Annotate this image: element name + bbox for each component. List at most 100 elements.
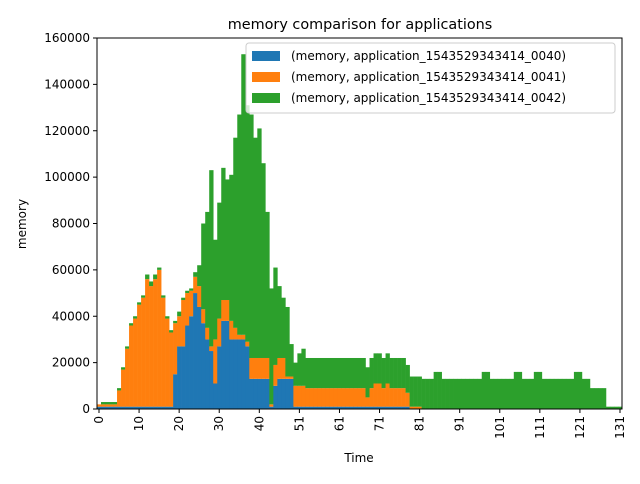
- bar-segment: [457, 378, 462, 409]
- x-tick-label: 121: [573, 416, 587, 439]
- bar-segment: [481, 371, 487, 409]
- bar-segment: [377, 406, 382, 409]
- bar-segment: [461, 378, 467, 409]
- bar-segment: [541, 378, 547, 409]
- bar-segment: [501, 378, 507, 409]
- bar-segment: [397, 406, 402, 409]
- bar-segment: [225, 300, 230, 321]
- bar-segment: [121, 406, 126, 409]
- bar-segment: [245, 105, 250, 342]
- bar-segment: [341, 388, 346, 407]
- bar-segment: [305, 406, 310, 409]
- bar-segment: [493, 378, 499, 409]
- bar-segment: [109, 406, 114, 409]
- plot-frame: [96, 37, 623, 410]
- bar-segment: [337, 388, 342, 407]
- bar-segment: [233, 137, 238, 328]
- bar-segment: [185, 325, 190, 409]
- bar-segment: [589, 388, 595, 409]
- bar-segment: [253, 378, 258, 409]
- bar-segment: [393, 406, 398, 409]
- bar-segment: [413, 406, 418, 409]
- bar-segment: [277, 286, 282, 358]
- bar-segment: [293, 362, 298, 386]
- bar-segment: [289, 376, 294, 379]
- bar-segment: [197, 265, 202, 287]
- bar-segment: [293, 385, 298, 407]
- bar-segment: [321, 388, 326, 407]
- bar-segment: [257, 378, 262, 409]
- x-tick-label: 101: [493, 416, 507, 439]
- bar-segment: [569, 378, 575, 409]
- bar-segment: [101, 406, 106, 409]
- bar-segment: [537, 371, 543, 409]
- bar-segment: [145, 406, 150, 409]
- bar-segment: [329, 406, 334, 409]
- bar-segment: [117, 388, 122, 391]
- bar-segment: [257, 128, 262, 358]
- bar-segment: [361, 406, 366, 409]
- x-tick-label: 51: [292, 416, 306, 431]
- bar-segment: [553, 378, 559, 409]
- bar-segment: [573, 371, 579, 409]
- bar-segment: [193, 293, 198, 409]
- bar-segment: [417, 406, 422, 409]
- bar-segment: [445, 378, 450, 409]
- bar-segment: [213, 239, 218, 340]
- x-tick-label: 30: [212, 416, 226, 431]
- bar-segment: [125, 346, 130, 349]
- bar-segment: [513, 371, 519, 409]
- bar-segment: [241, 334, 246, 340]
- bar-segment: [181, 346, 186, 409]
- bar-segment: [245, 346, 250, 409]
- x-tick-label: 40: [252, 416, 266, 431]
- bar-segment: [197, 286, 202, 307]
- legend-swatch: [252, 51, 280, 61]
- x-tick-label: 91: [453, 416, 467, 431]
- bar-segment: [313, 357, 318, 389]
- bar-segment: [129, 406, 134, 409]
- bar-segment: [217, 346, 222, 409]
- bar-segment: [133, 406, 138, 409]
- bar-segment: [405, 406, 410, 409]
- bar-segment: [285, 378, 290, 409]
- bar-segment: [129, 325, 134, 407]
- bar-segment: [101, 404, 106, 407]
- bar-segment: [265, 211, 270, 358]
- legend-label: (memory, application_1543529343414_0041): [291, 70, 566, 84]
- bar-segment: [277, 357, 282, 379]
- bar-segment: [205, 327, 210, 340]
- bar-segment: [233, 327, 238, 340]
- bar-segment: [469, 378, 475, 409]
- bar-segment: [353, 388, 358, 407]
- bar-segment: [197, 306, 202, 409]
- bar-segment: [141, 297, 146, 407]
- bar-segment: [465, 378, 471, 409]
- bar-segment: [137, 406, 142, 409]
- bar-segment: [193, 272, 198, 277]
- y-axis-label: memory: [15, 199, 29, 249]
- bar-segment: [581, 378, 587, 409]
- bar-segment: [297, 385, 302, 407]
- x-tick-label: 131: [613, 416, 627, 439]
- legend-swatch: [252, 93, 280, 103]
- bar-segment: [369, 357, 374, 389]
- legend-label: (memory, application_1543529343414_0040): [291, 49, 566, 63]
- bar-segment: [225, 320, 230, 409]
- bar-segment: [285, 376, 290, 379]
- bar-segment: [161, 295, 166, 298]
- bar-segment: [237, 114, 242, 335]
- bar-segment: [437, 371, 442, 409]
- bar-segment: [333, 388, 338, 407]
- y-tick-label: 160000: [44, 31, 90, 45]
- bar-segment: [577, 371, 583, 409]
- bar-segment: [477, 378, 483, 409]
- bar-segment: [317, 388, 322, 407]
- bar-segment: [189, 290, 194, 317]
- bar-segment: [297, 353, 302, 386]
- bar-segment: [269, 406, 274, 409]
- bar-segment: [309, 357, 314, 389]
- y-tick-label: 100000: [44, 170, 90, 184]
- bar-segment: [305, 357, 310, 389]
- bar-segment: [353, 406, 358, 409]
